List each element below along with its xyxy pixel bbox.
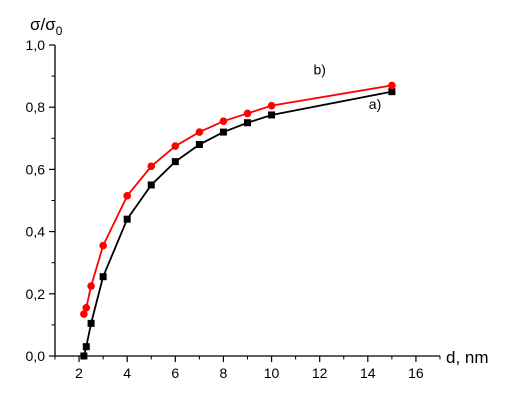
data-point <box>80 352 88 360</box>
y-axis-label: σ/σ0 <box>30 15 63 38</box>
x-tick-label: 4 <box>123 365 131 381</box>
data-point <box>388 81 396 90</box>
data-point <box>80 310 88 318</box>
data-point <box>123 215 131 223</box>
series-line <box>83 90 393 357</box>
data-point <box>99 241 107 250</box>
series-line <box>83 84 393 315</box>
series-label: a) <box>369 96 381 112</box>
series-layer: a) b) <box>80 62 396 360</box>
x-tick-label: 16 <box>408 365 424 381</box>
axes: 2 4 6 8 10 12 14 16 0,0 0,2 0,4 0,6 0,8 1,0 <box>26 37 441 381</box>
series-label: b) <box>313 62 325 78</box>
x-tick-label: 8 <box>220 365 228 381</box>
data-point <box>87 282 95 290</box>
data-point <box>268 111 276 119</box>
x-tick-label: 2 <box>75 365 83 381</box>
data-point <box>147 181 155 189</box>
x-tick-label: 12 <box>312 365 328 381</box>
data-point <box>147 162 156 171</box>
data-point <box>244 119 251 127</box>
data-point <box>87 319 95 327</box>
data-point <box>82 343 90 351</box>
x-tick-label: 6 <box>171 365 179 381</box>
x-tick-label: 14 <box>360 365 376 381</box>
y-tick-label: 0,6 <box>26 161 46 177</box>
data-point <box>388 88 396 96</box>
data-point <box>195 141 203 149</box>
series-a: a) <box>80 88 396 360</box>
y-tick-label: 0,0 <box>26 348 46 364</box>
data-point <box>82 303 91 312</box>
y-axis-label-subscript: 0 <box>56 24 63 38</box>
y-tick-label: 0,2 <box>26 286 46 302</box>
data-point <box>171 142 180 150</box>
data-point <box>171 158 179 166</box>
data-point <box>195 128 204 136</box>
data-point <box>267 101 276 110</box>
data-point <box>219 117 228 125</box>
series-b: b) <box>80 62 396 318</box>
x-axis-label: d, nm <box>446 348 489 367</box>
data-point <box>243 109 252 118</box>
x-tick-label: 10 <box>264 365 280 381</box>
y-tick-label: 1,0 <box>26 37 46 53</box>
y-tick-label: 0,4 <box>26 224 46 240</box>
data-point <box>123 192 131 200</box>
data-point <box>99 273 107 281</box>
y-tick-label: 0,8 <box>26 99 46 115</box>
y-axis-label-main: σ/σ <box>30 15 56 34</box>
data-point <box>219 128 227 136</box>
